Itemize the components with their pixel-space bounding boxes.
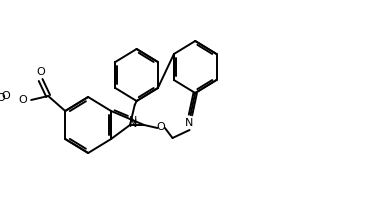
Text: O: O: [18, 95, 27, 105]
Text: O: O: [157, 122, 166, 132]
Text: O: O: [36, 67, 45, 77]
Text: N: N: [129, 116, 137, 126]
Text: O: O: [1, 91, 10, 101]
Text: N: N: [184, 118, 193, 128]
Text: O: O: [0, 93, 5, 103]
Text: N: N: [129, 119, 137, 129]
